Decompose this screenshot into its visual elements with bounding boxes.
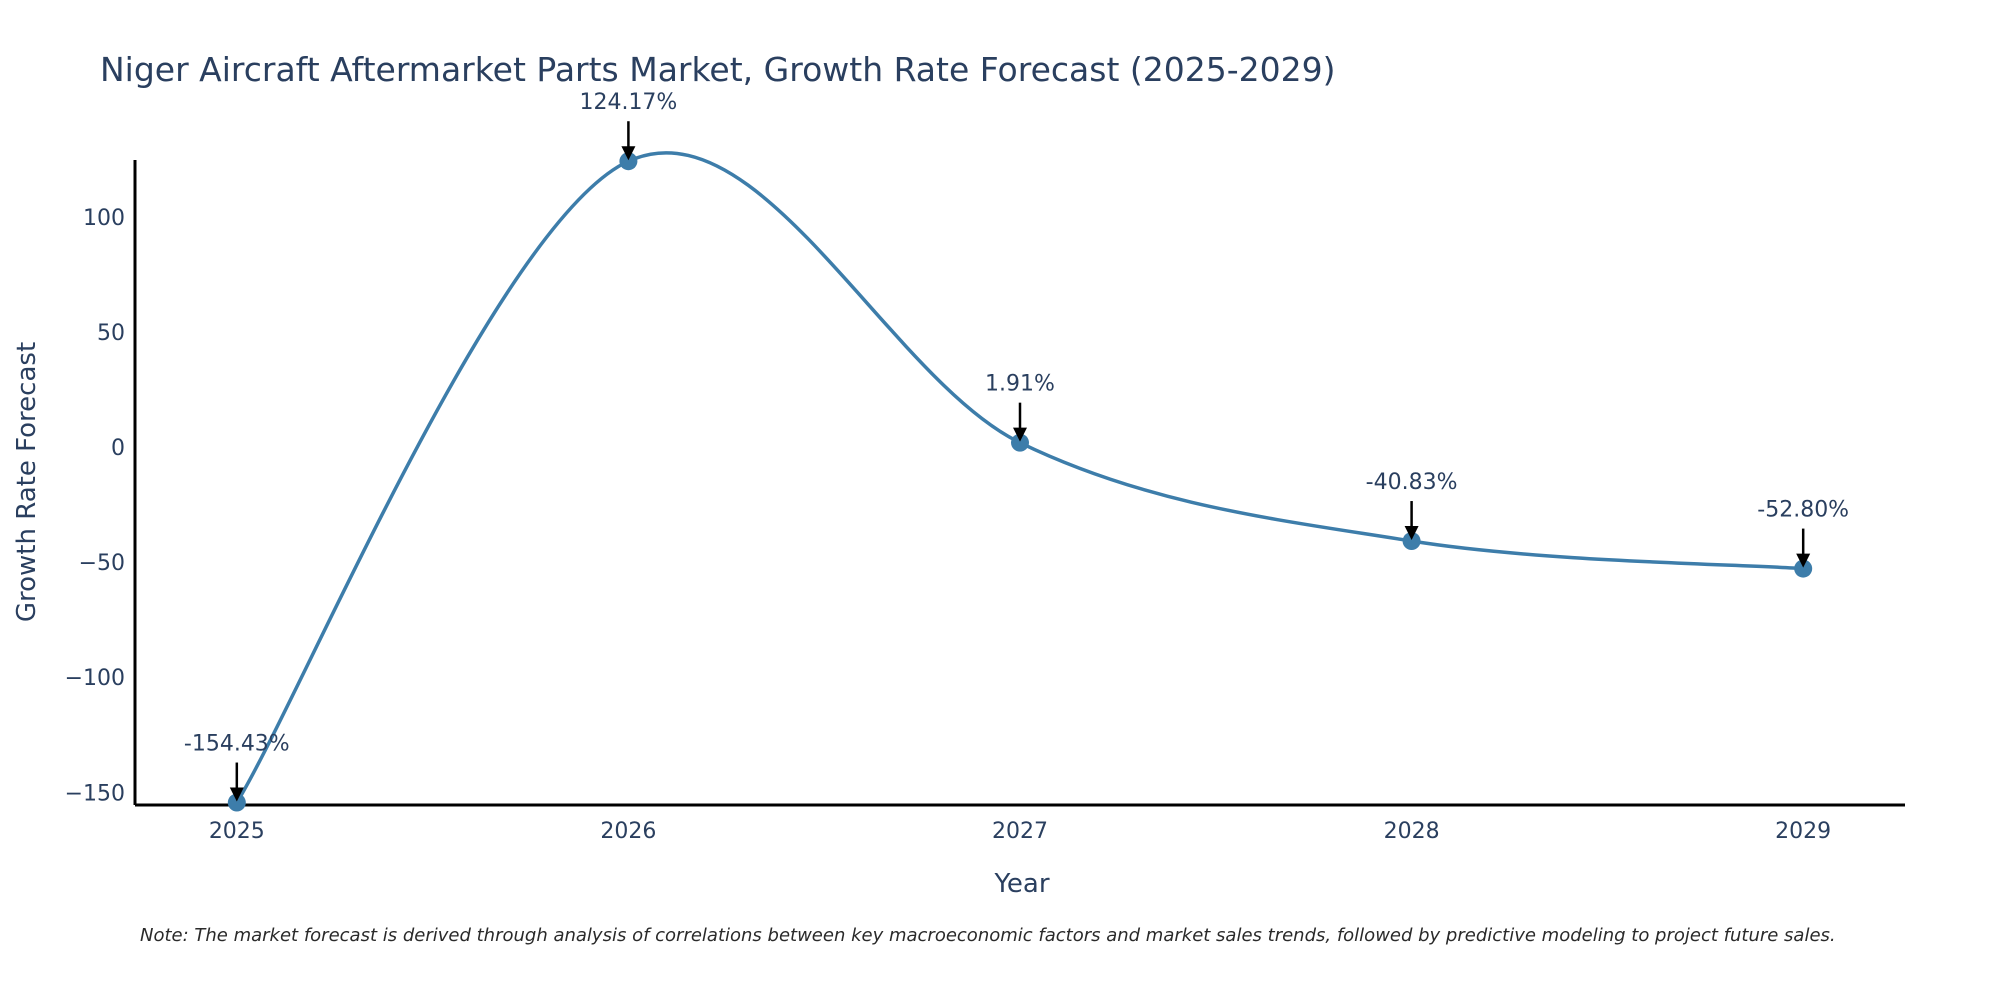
annotation-arrow-head — [1404, 526, 1419, 541]
annotation-arrow-head — [1013, 427, 1027, 442]
y-tick-label: −50 — [79, 551, 125, 576]
data-label: 1.91% — [985, 372, 1055, 397]
data-points — [227, 152, 1813, 812]
series-line — [235, 151, 1804, 804]
data-point-marker — [227, 793, 246, 812]
data-label: 124.17% — [579, 90, 677, 115]
x-tick-label: 2029 — [1775, 819, 1831, 844]
y-tick-label: 100 — [83, 206, 125, 231]
y-axis-ticks: 100 50 0 −50 −100 −150 — [65, 206, 125, 806]
data-annotations: -154.43% 124.17% 1.91% -40.83% -52.80% — [184, 90, 1849, 802]
y-tick-label: 50 — [97, 321, 125, 346]
data-label: -154.43% — [184, 732, 290, 757]
x-tick-label: 2028 — [1384, 819, 1440, 844]
annotation-arrow-head — [621, 146, 636, 161]
footnote: Note: The market forecast is derived thr… — [140, 925, 1836, 946]
x-tick-label: 2027 — [992, 819, 1048, 844]
x-tick-label: 2025 — [209, 819, 265, 844]
data-label: -52.80% — [1757, 498, 1849, 523]
data-point-marker — [619, 152, 638, 171]
y-tick-label: 0 — [111, 436, 125, 461]
x-axis-ticks: 2025 2026 2027 2028 2029 — [209, 819, 1831, 844]
chart-title: Niger Aircraft Aftermarket Parts Market,… — [100, 50, 1336, 89]
y-axis-title: Growth Rate Forecast — [12, 342, 42, 622]
y-tick-label: −100 — [65, 666, 125, 691]
x-tick-label: 2026 — [600, 819, 656, 844]
annotation-arrow-head — [229, 787, 244, 802]
data-point-marker — [1011, 433, 1029, 452]
annotation-arrow-head — [1796, 553, 1811, 568]
data-label: -40.83% — [1366, 470, 1458, 495]
data-point-marker — [1402, 532, 1421, 551]
y-tick-label: −150 — [65, 781, 125, 806]
data-point-marker — [1794, 559, 1813, 578]
x-axis-title: Year — [993, 869, 1049, 899]
